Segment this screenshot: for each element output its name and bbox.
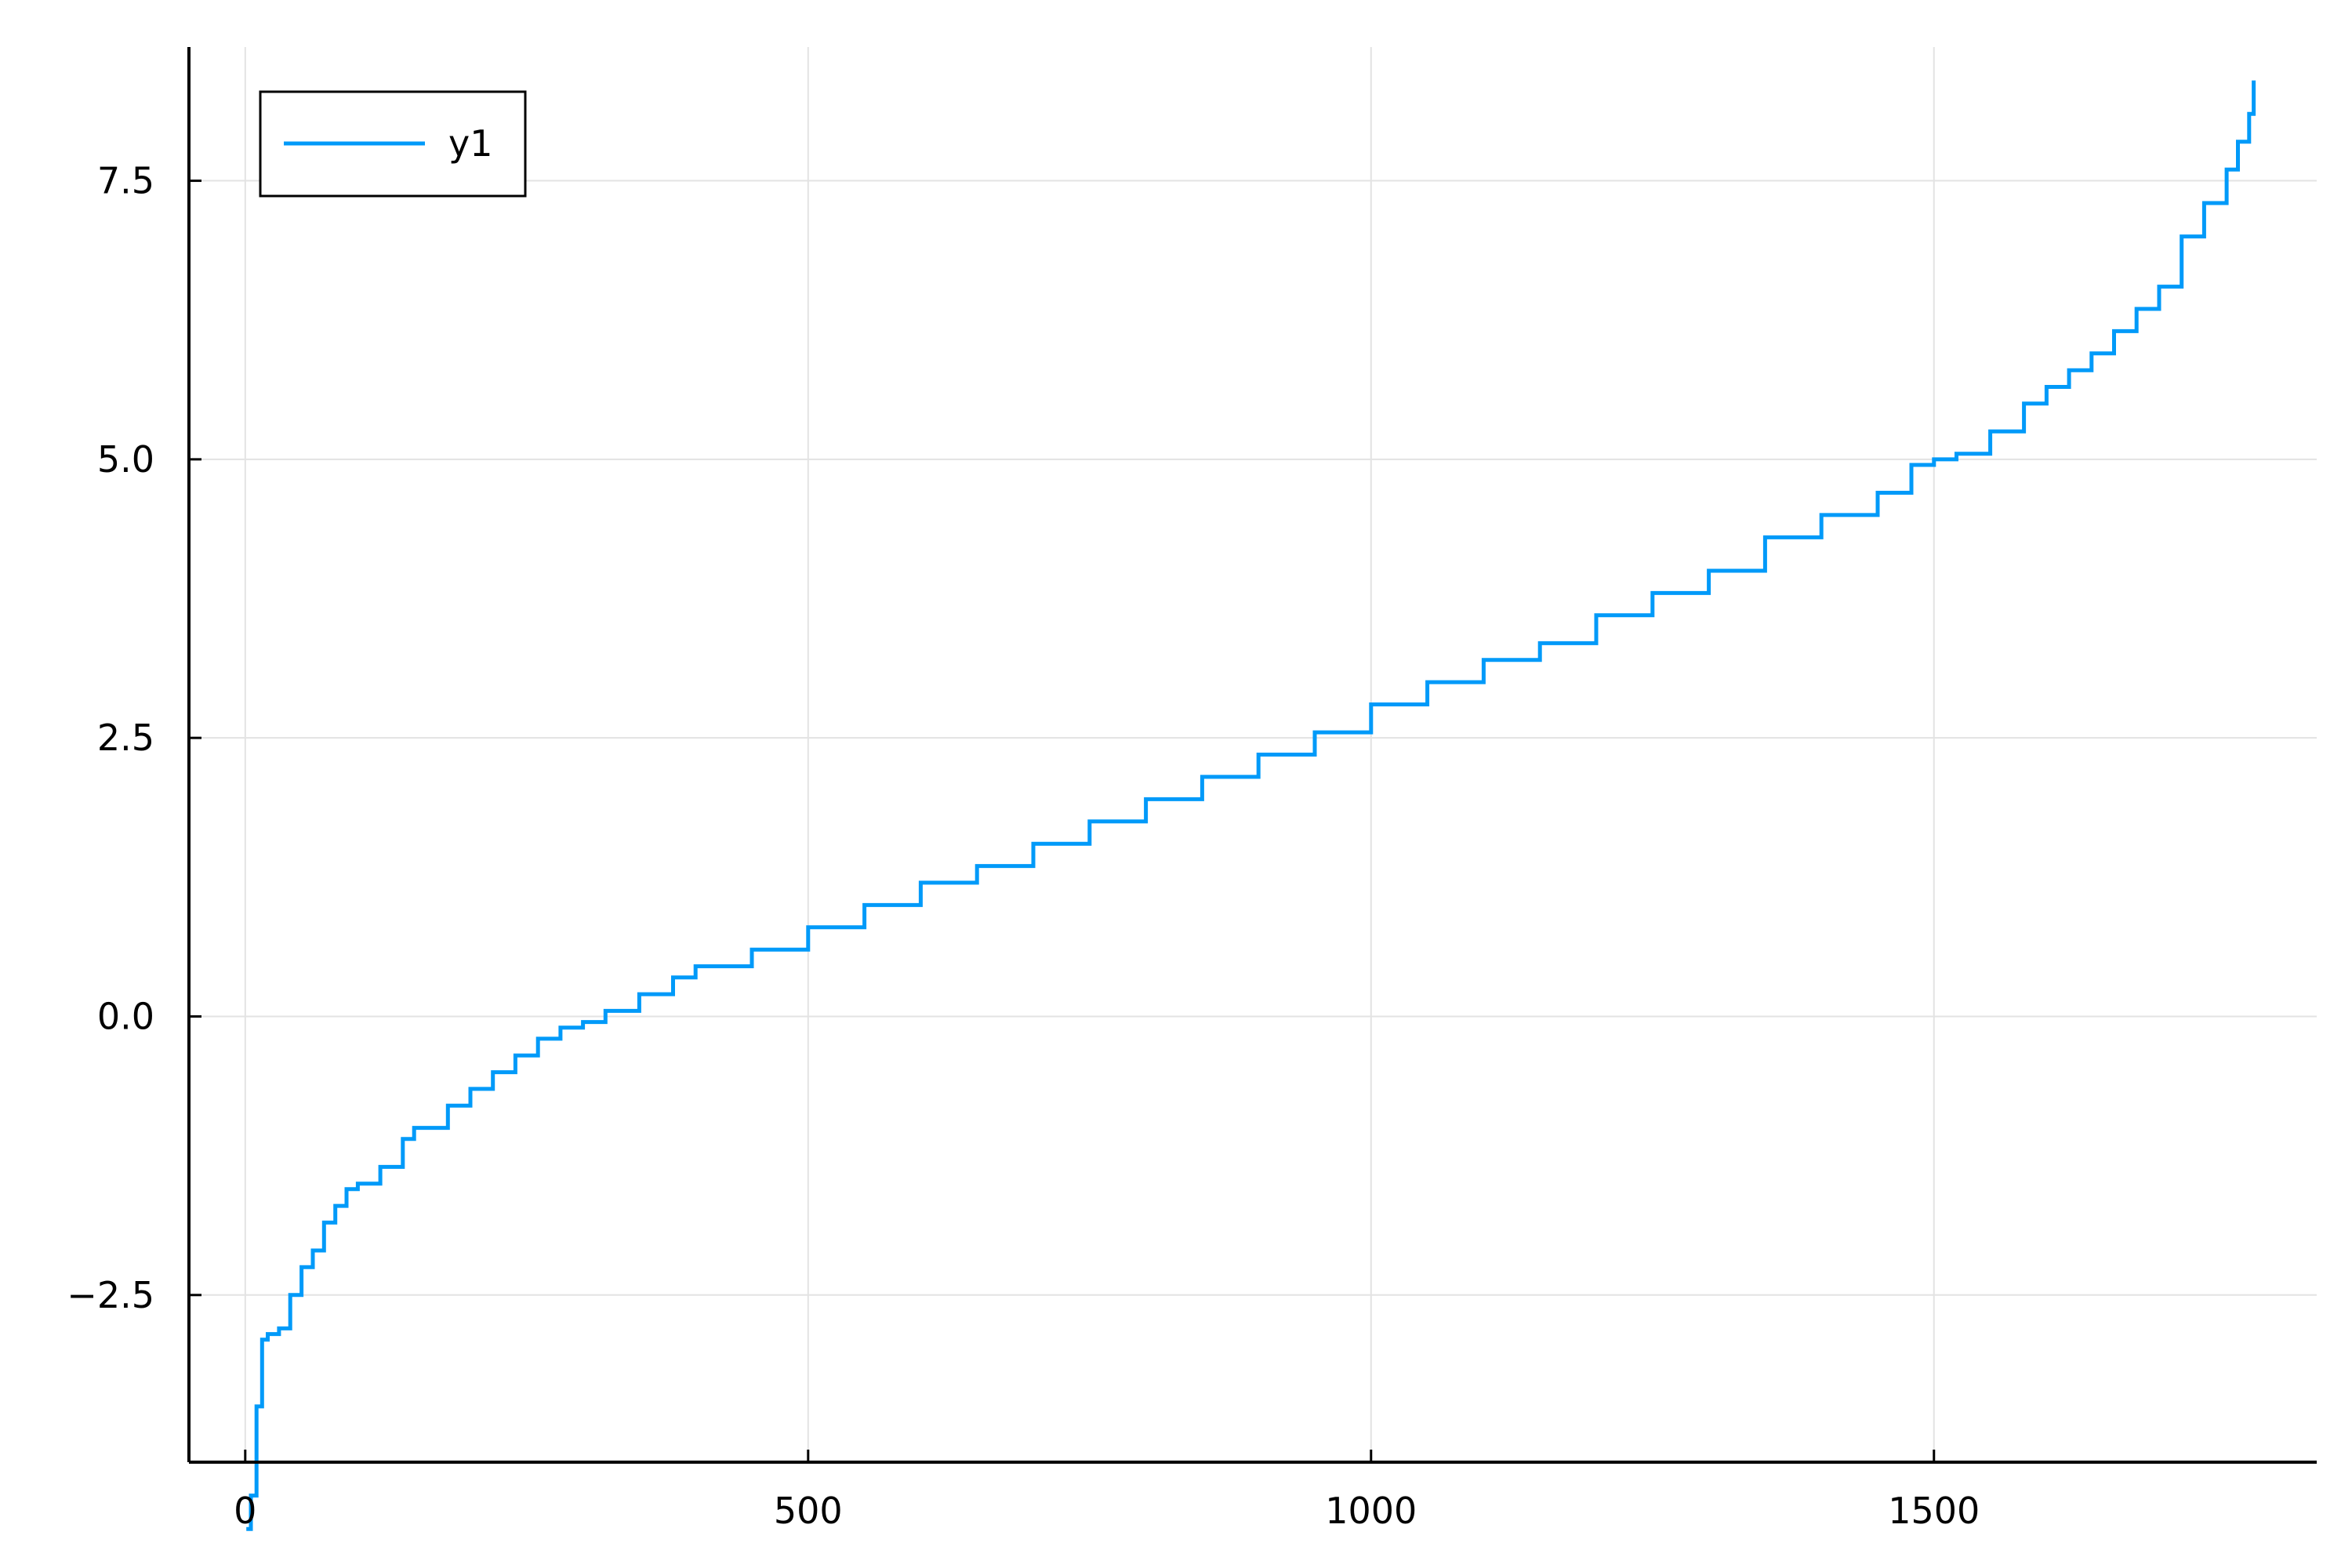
x-tick-label: 500 [774, 1490, 843, 1532]
series-layer [246, 80, 2256, 1531]
y-tick-label: 2.5 [97, 717, 154, 759]
legend: y1 [259, 90, 527, 198]
y-tick-label: 0.0 [97, 995, 154, 1037]
y-tick-label: 7.5 [97, 160, 154, 202]
x-tick-label: 1000 [1325, 1490, 1417, 1532]
series-line-y1 [246, 80, 2256, 1531]
x-tick-label: 1500 [1888, 1490, 1980, 1532]
y-tick-label: 5.0 [97, 438, 154, 481]
grid [189, 47, 2317, 1462]
x-tick-label: 0 [234, 1490, 256, 1532]
y-axis-ticks: −2.5 0.0 2.5 5.0 7.5 [67, 160, 201, 1316]
y-tick-label: −2.5 [67, 1274, 154, 1316]
legend-label-y1: y1 [448, 122, 493, 165]
x-axis-ticks: 0 500 1000 1500 [234, 1450, 1980, 1532]
